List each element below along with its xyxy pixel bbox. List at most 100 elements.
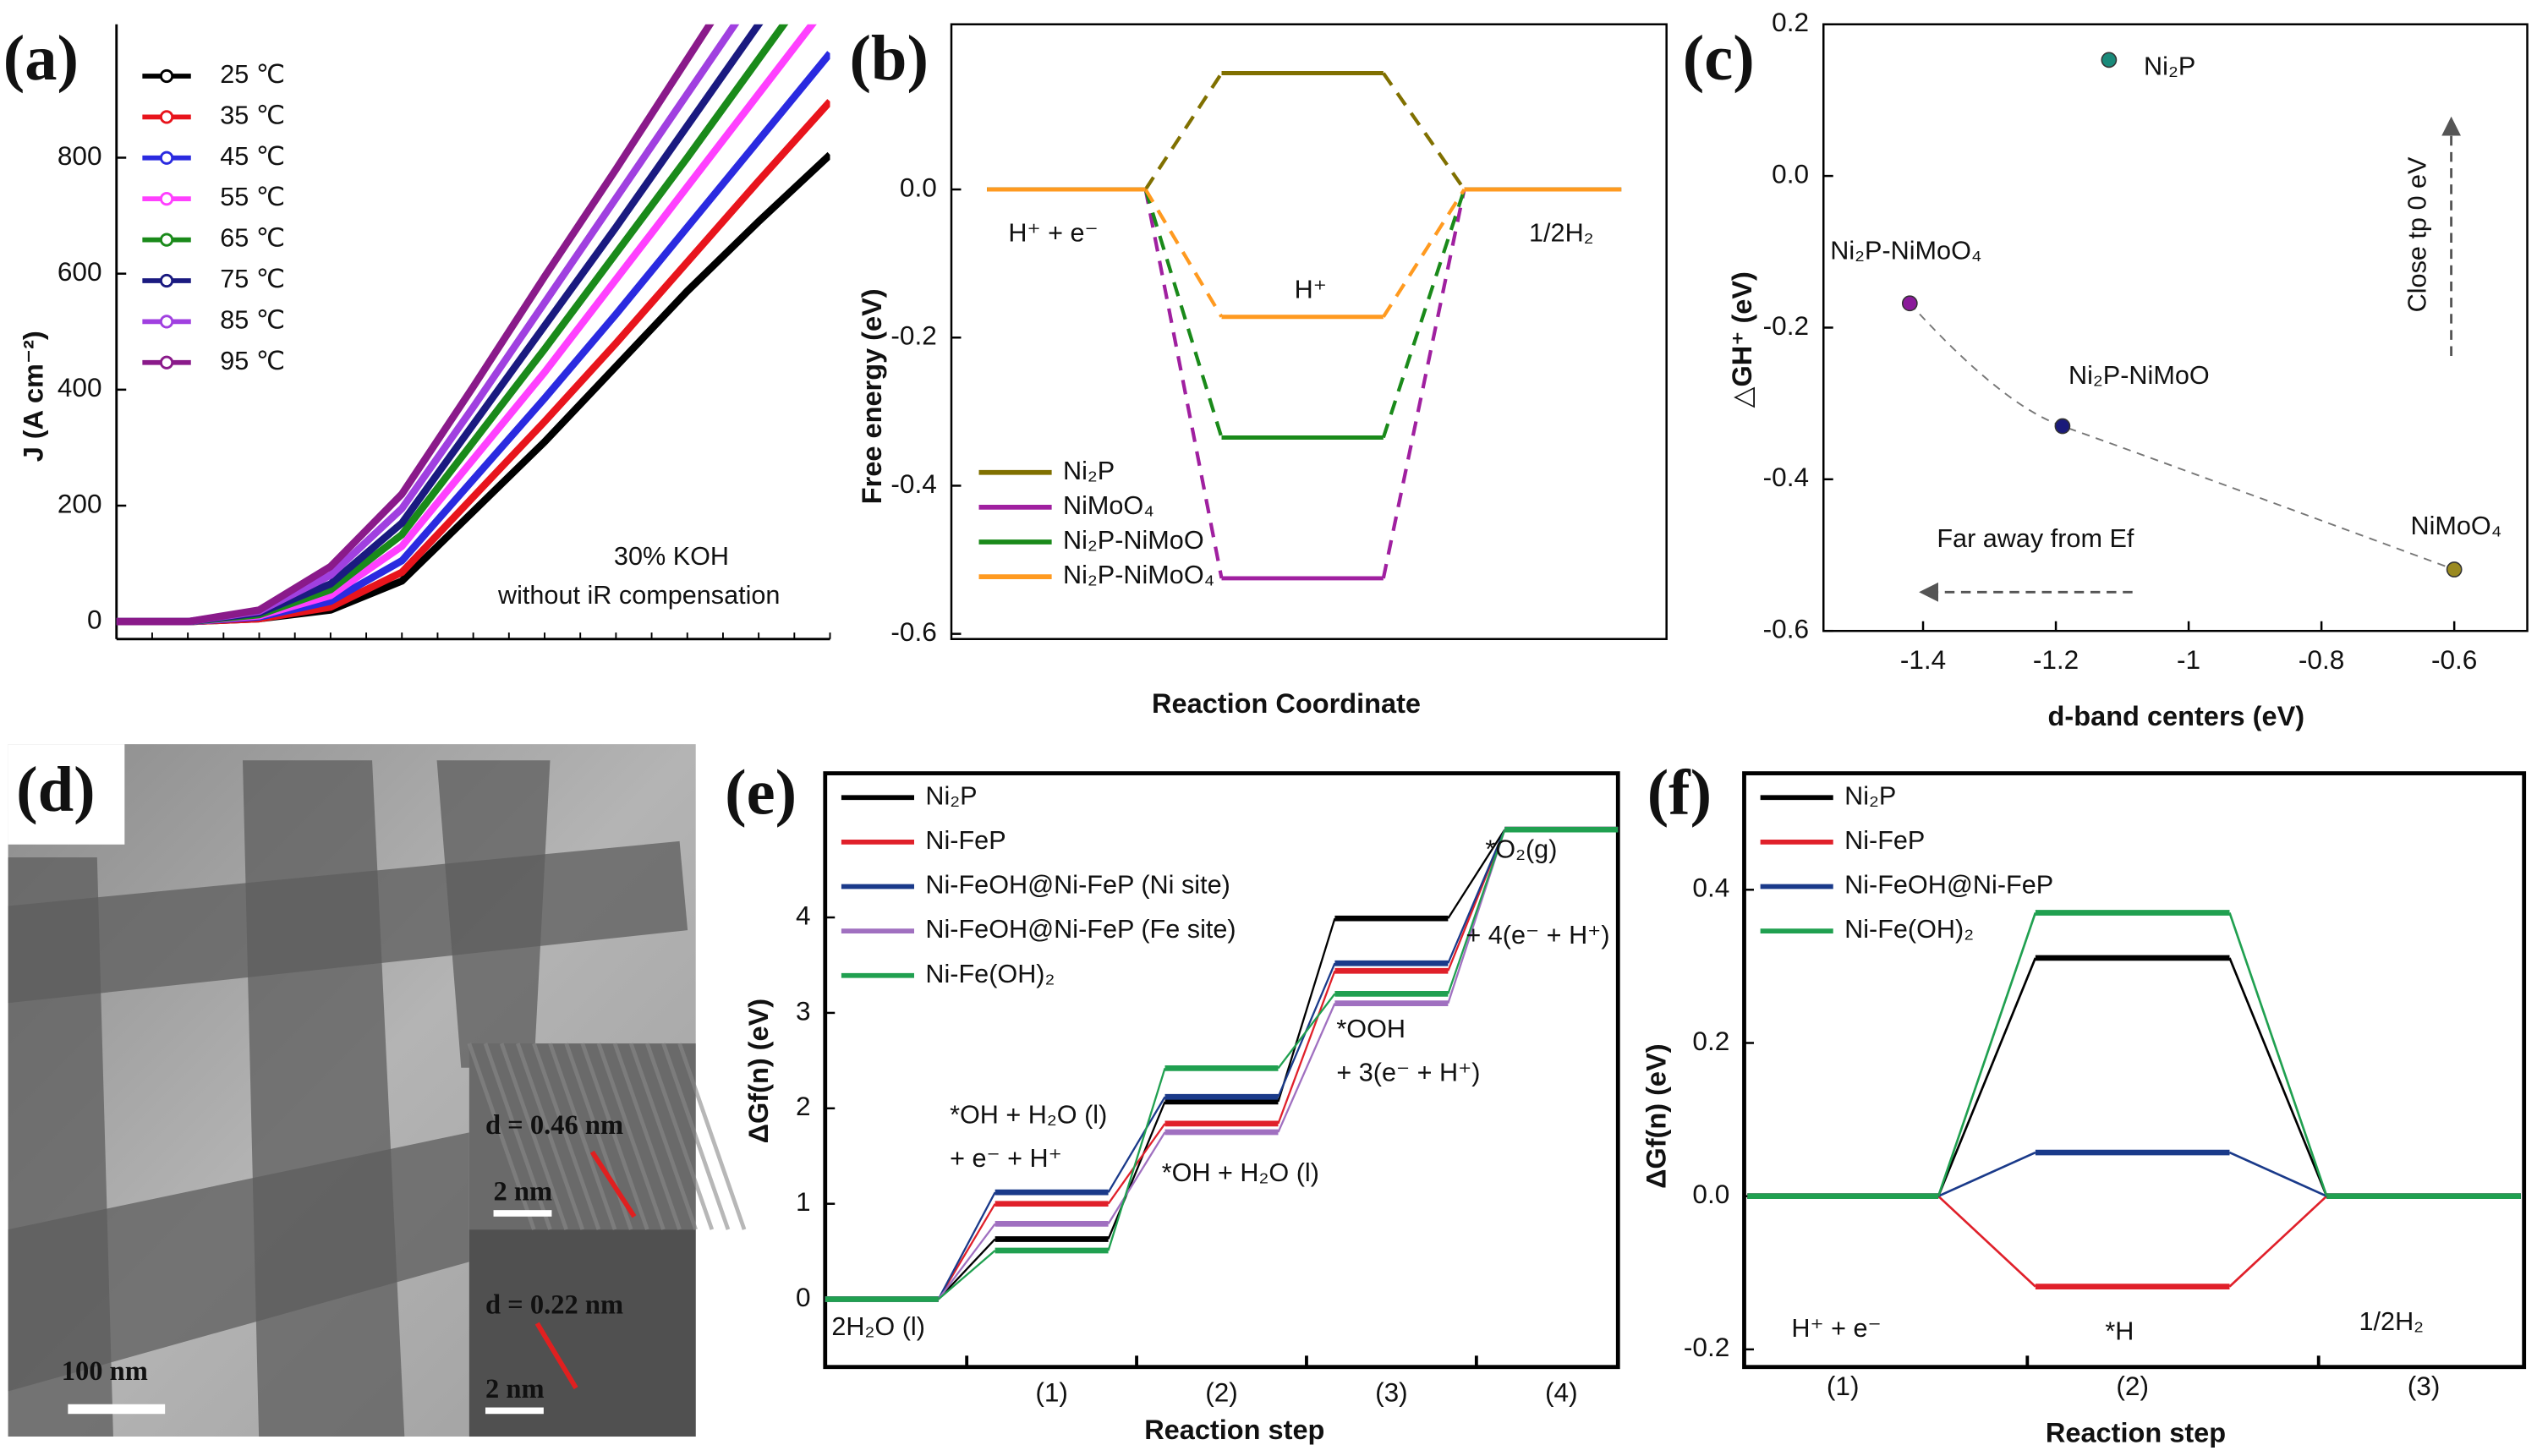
lattice-fringe — [515, 1043, 585, 1230]
annotation: Far away from Ef — [1937, 524, 2134, 553]
panel-label: (e) — [725, 757, 797, 829]
connector — [1937, 957, 2037, 1197]
connector — [1447, 829, 1506, 919]
legend-label: Ni₂P-NiMoO₄ — [1063, 561, 1214, 589]
annotation: d = 0.22 nm — [485, 1289, 623, 1320]
connector — [937, 1238, 996, 1300]
annotation: without iR compensation — [497, 581, 780, 610]
y-tick-label: 0.2 — [1692, 1026, 1729, 1056]
y-tick-label: 0 — [87, 605, 102, 635]
annotation: *O₂(g) — [1485, 835, 1557, 864]
legend-label: Ni-FeP — [1844, 826, 1925, 855]
connector — [1381, 189, 1466, 439]
legend-label: Ni-FeOH@Ni-FeP — [1844, 871, 2053, 900]
legend-marker — [159, 192, 174, 206]
scale-bar — [493, 1210, 552, 1217]
plot-frame — [950, 23, 1668, 641]
annotation: *H — [2105, 1317, 2134, 1346]
point-label: NiMoO₄ — [2410, 512, 2501, 540]
annotation: H⁺ + e⁻ — [1791, 1314, 1881, 1343]
x-axis-label: Reaction step — [2046, 1418, 2226, 1448]
x-axis-label: d-band centers (eV) — [2048, 701, 2305, 731]
connector — [1382, 188, 1466, 318]
panel-label: (d) — [16, 753, 96, 825]
state-label: 1/2H₂ — [1529, 219, 1594, 248]
y-tick-label: 800 — [58, 140, 102, 171]
x-tick-label: (1) — [1827, 1371, 1860, 1401]
legend-label: 25 ℃ — [220, 60, 285, 89]
lattice-fringe — [483, 1043, 552, 1230]
label-background — [8, 744, 125, 845]
annotation: d = 0.46 nm — [485, 1110, 623, 1141]
point — [2101, 52, 2118, 68]
x-tick-label: (2) — [2116, 1371, 2149, 1401]
lattice-fringe — [677, 1043, 747, 1230]
point — [2446, 561, 2463, 577]
curves — [116, 24, 830, 626]
y-tick-label: 0.2 — [1772, 7, 1809, 37]
y-tick-label: -0.4 — [1763, 462, 1809, 492]
point — [2054, 418, 2071, 435]
y-tick-label: 3 — [796, 995, 811, 1026]
y-tick-label: 0.0 — [900, 172, 937, 202]
y-tick-label: 2 — [796, 1091, 811, 1121]
connector — [1143, 189, 1224, 439]
legend-marker — [159, 233, 174, 247]
connector — [1143, 189, 1224, 579]
legend-label: Ni₂P-NiMoO — [1063, 526, 1204, 555]
x-tick-label: -0.8 — [2299, 644, 2344, 675]
connector — [1107, 1101, 1166, 1240]
legend-label: Ni-FeP — [925, 826, 1005, 855]
annotation: 2 nm — [485, 1374, 545, 1404]
connector — [1277, 917, 1336, 1103]
annotation: + 4(e⁻ + H⁺) — [1466, 921, 1609, 950]
x-axis-label: Reaction Coordinate — [1152, 688, 1421, 719]
x-tick-label: (1) — [1035, 1377, 1068, 1408]
nanorod — [436, 760, 551, 1068]
point-label: Ni₂P-NiMoO₄ — [1830, 237, 1981, 265]
legend-label: 65 ℃ — [220, 224, 285, 253]
scale-bar — [485, 1407, 544, 1415]
fringe-marker — [589, 1150, 637, 1218]
y-tick-label: 4 — [796, 900, 811, 930]
annotation: *OOH — [1336, 1015, 1405, 1043]
connector — [2228, 957, 2328, 1197]
x-tick-label: -0.6 — [2431, 644, 2477, 675]
y-axis-label: △GH⁺ (eV) — [1727, 271, 1757, 408]
annotation: *OH + H₂O (l) — [950, 1100, 1107, 1129]
scale-bar — [68, 1404, 166, 1415]
y-axis-label: ΔGf(n) (eV) — [743, 999, 774, 1143]
legend-marker — [159, 151, 174, 165]
connector — [1937, 1195, 2036, 1288]
legend-label: Ni-Fe(OH)₂ — [925, 960, 1055, 988]
legend-marker — [159, 273, 174, 288]
annotation: 30% KOH — [614, 542, 729, 571]
y-tick-label: -0.2 — [1763, 310, 1809, 341]
y-axis-label: Free energy (eV) — [857, 288, 887, 504]
connector — [1937, 912, 2037, 1197]
legend-label: NiMoO₄ — [1063, 491, 1154, 520]
legend-marker — [159, 68, 174, 84]
connector — [1107, 1068, 1166, 1251]
y-tick-label: 200 — [58, 488, 102, 518]
plot-frame — [1742, 771, 2527, 1370]
connector — [1277, 1003, 1336, 1133]
lattice-fringe — [580, 1043, 649, 1230]
annotation: Close tp 0 eV — [2403, 156, 2431, 312]
connector — [1277, 993, 1336, 1070]
y-axis-label: J (A cm⁻²) — [19, 331, 49, 462]
annotation: 2 nm — [494, 1176, 553, 1207]
connector — [937, 1191, 996, 1300]
connector — [1107, 1131, 1166, 1225]
lattice-fringe — [596, 1043, 666, 1230]
x-axis-label: Reaction step — [1144, 1415, 1324, 1445]
x-tick-label: -1.2 — [2033, 644, 2079, 675]
point-label: Ni₂P — [2144, 52, 2195, 80]
connector — [1382, 72, 1466, 191]
connector — [1937, 1151, 2036, 1197]
legend-marker — [159, 110, 174, 124]
annotation: 1/2H₂ — [2359, 1307, 2425, 1336]
x-tick-label: (3) — [1375, 1377, 1408, 1408]
